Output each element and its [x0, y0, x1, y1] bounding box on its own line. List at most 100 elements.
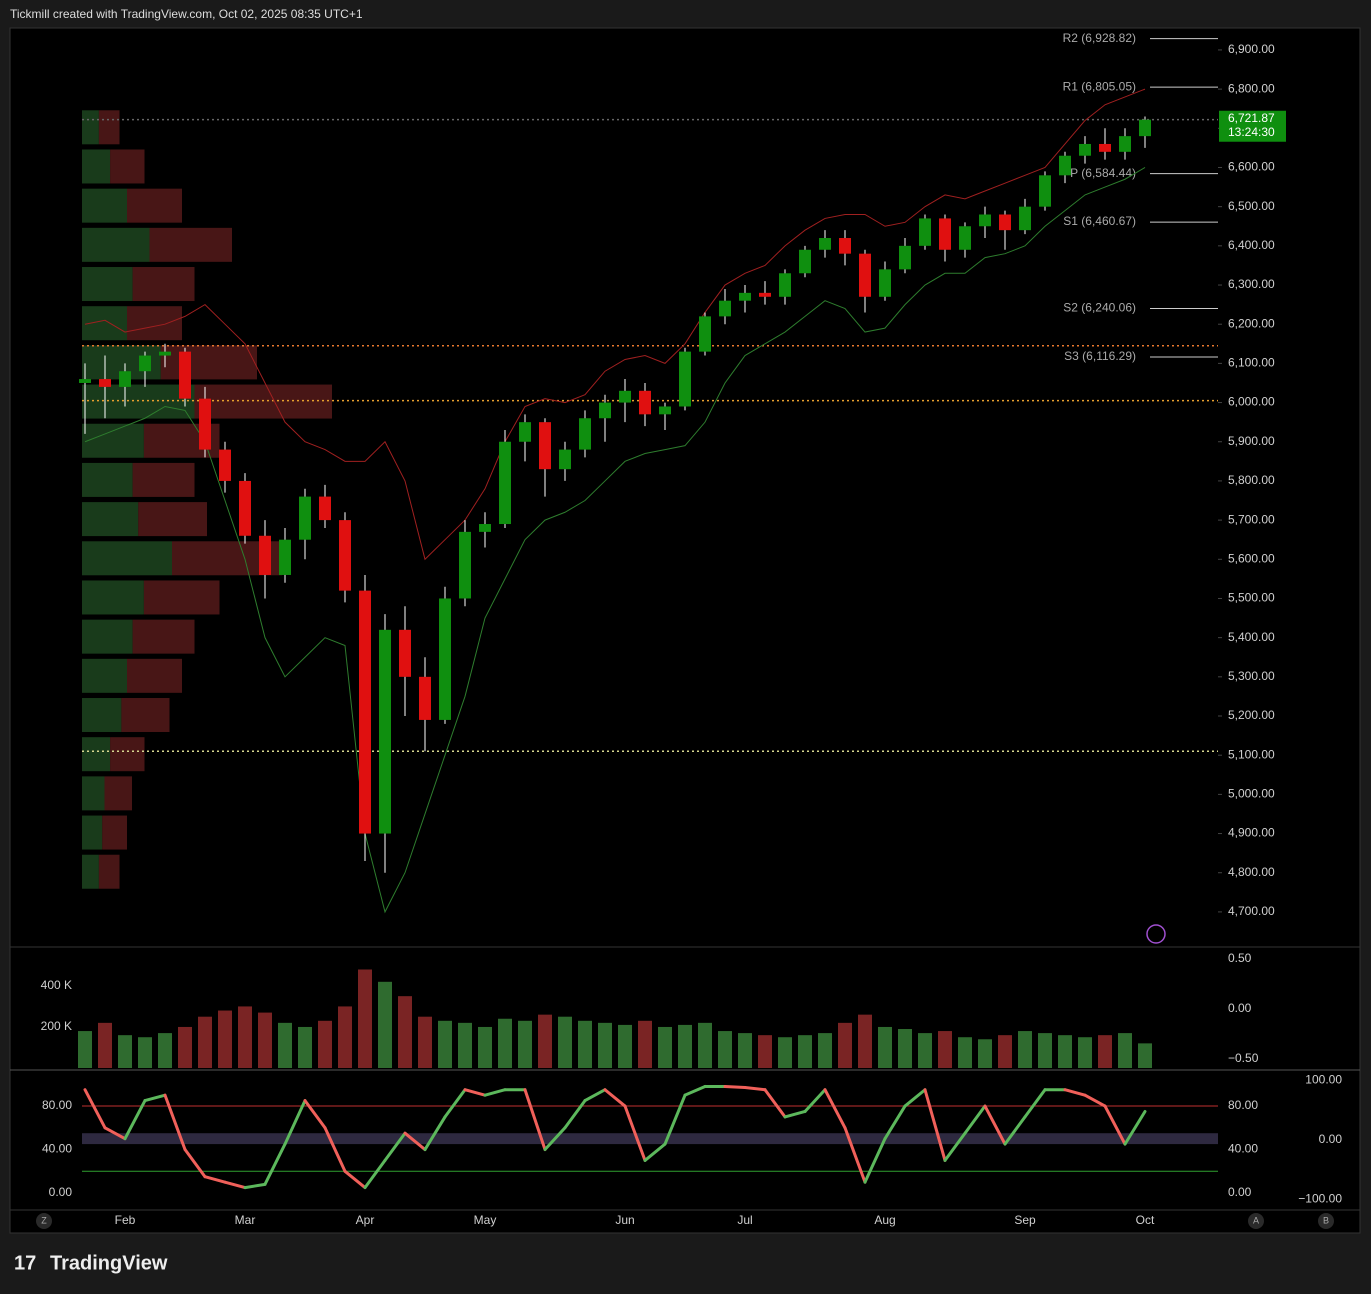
axis-button-label: A: [1253, 1215, 1259, 1225]
oscillator-segment: [803, 1088, 827, 1113]
volume-bar: [978, 1039, 992, 1068]
profile-bar: [110, 737, 145, 772]
x-tick-label: Jun: [615, 1213, 634, 1227]
profile-bar: [82, 854, 99, 889]
lower-band: [84, 167, 1146, 914]
profile-bar: [194, 384, 332, 419]
candle-body: [259, 535, 271, 575]
candle-body: [699, 316, 711, 352]
volume-bar: [478, 1026, 492, 1068]
oscillator-segment: [283, 1099, 307, 1146]
profile-bar: [82, 619, 133, 654]
oscillator-segment: [903, 1088, 927, 1108]
volume-bar: [278, 1022, 292, 1068]
y-tick-label: 4,900.00: [1228, 826, 1275, 840]
candle-body: [879, 269, 891, 297]
volume-bar: [898, 1029, 912, 1068]
volume-bar: [858, 1014, 872, 1068]
oscillator-segment: [423, 1115, 447, 1152]
y-tick-label: 6,300.00: [1228, 277, 1275, 291]
footer-brand: TradingView: [50, 1252, 168, 1274]
y-tick-label: 6,900.00: [1228, 42, 1275, 56]
candle-body: [1079, 143, 1091, 156]
volume-bar: [938, 1031, 952, 1068]
oscillator-segment: [1003, 1115, 1027, 1146]
y-tick-label: 6,400.00: [1228, 238, 1275, 252]
profile-bar: [102, 815, 127, 850]
oscillator-segment: [443, 1088, 467, 1119]
volume-bar: [498, 1018, 512, 1068]
oscillator-segment: [583, 1088, 607, 1103]
pivot-label: S1 (6,460.67): [1063, 214, 1136, 228]
profile-bar: [82, 110, 99, 145]
volume-bar: [738, 1033, 752, 1068]
candle-body: [439, 598, 451, 720]
oscillator-segment: [83, 1088, 107, 1130]
oscillator-tick-label: 40.00: [42, 1142, 72, 1156]
y-tick-label: 5,900.00: [1228, 434, 1275, 448]
candle-body: [299, 496, 311, 540]
volume-bar: [318, 1020, 332, 1068]
y-tick-label: 5,600.00: [1228, 551, 1275, 565]
volume-bar: [758, 1035, 772, 1068]
profile-bar: [82, 149, 111, 184]
y-tick-label: 6,000.00: [1228, 395, 1275, 409]
axis-button[interactable]: [1248, 1213, 1264, 1229]
oscillator-segment: [223, 1180, 247, 1190]
axis-button[interactable]: [1318, 1213, 1334, 1229]
oscillator-segment: [183, 1148, 207, 1179]
candle-body: [899, 245, 911, 270]
profile-bar: [149, 227, 232, 262]
candle-body: [239, 480, 251, 536]
volume-bar: [638, 1020, 652, 1068]
oscillator-y2-tick-label: −100.00: [1298, 1191, 1342, 1205]
profile-bar: [132, 619, 195, 654]
x-tick-label: Aug: [874, 1213, 895, 1227]
price-badge: [1219, 110, 1286, 142]
y-tick-label: 6,500.00: [1228, 199, 1275, 213]
volume-bar: [1038, 1033, 1052, 1068]
y-tick-label: 5,000.00: [1228, 787, 1275, 801]
profile-bar: [104, 776, 132, 811]
volume-bar: [618, 1024, 632, 1068]
profile-bar: [160, 345, 257, 380]
y-tick-label: 6,600.00: [1228, 160, 1275, 174]
oscillator-segment: [783, 1109, 807, 1119]
volume-bar: [78, 1031, 92, 1068]
candle-body: [1119, 136, 1131, 152]
oscillator-segment: [323, 1126, 347, 1173]
oscillator-segment: [163, 1093, 187, 1152]
candle-body: [1099, 143, 1111, 152]
profile-bar: [82, 227, 150, 262]
oscillator-segment: [483, 1088, 507, 1097]
candle-body: [819, 238, 831, 250]
candle-body: [499, 441, 511, 525]
profile-bar: [98, 110, 120, 145]
volume-bar: [1098, 1035, 1112, 1068]
profile-bar: [82, 580, 144, 615]
oscillator-segment: [303, 1099, 327, 1130]
volume-bar: [138, 1037, 152, 1068]
profile-bar: [98, 854, 120, 889]
oscillator-segment: [543, 1126, 567, 1152]
footer-logo: 17: [14, 1252, 36, 1274]
oscillator-segment: [763, 1088, 787, 1119]
oscillator-segment: [143, 1093, 167, 1103]
volume-y2-tick-label: 0.50: [1228, 951, 1252, 965]
y-tick-label: 4,800.00: [1228, 865, 1275, 879]
x-tick-label: Oct: [1136, 1213, 1155, 1227]
candle-body: [1039, 175, 1051, 207]
oscillator-segment: [863, 1137, 887, 1184]
candle-body: [739, 292, 751, 301]
volume-bar: [198, 1016, 212, 1068]
oscillator-segment: [983, 1104, 1007, 1146]
oscillator-segment: [623, 1104, 647, 1162]
axis-button[interactable]: [36, 1213, 52, 1229]
y-tick-label: 5,300.00: [1228, 669, 1275, 683]
volume-bar: [678, 1024, 692, 1068]
candle-body: [999, 214, 1011, 231]
oscillator-segment: [383, 1131, 407, 1162]
volume-bar: [238, 1006, 252, 1068]
alert-icon[interactable]: [1146, 924, 1166, 944]
oscillator-tick-label: 40.00: [1228, 1142, 1258, 1156]
